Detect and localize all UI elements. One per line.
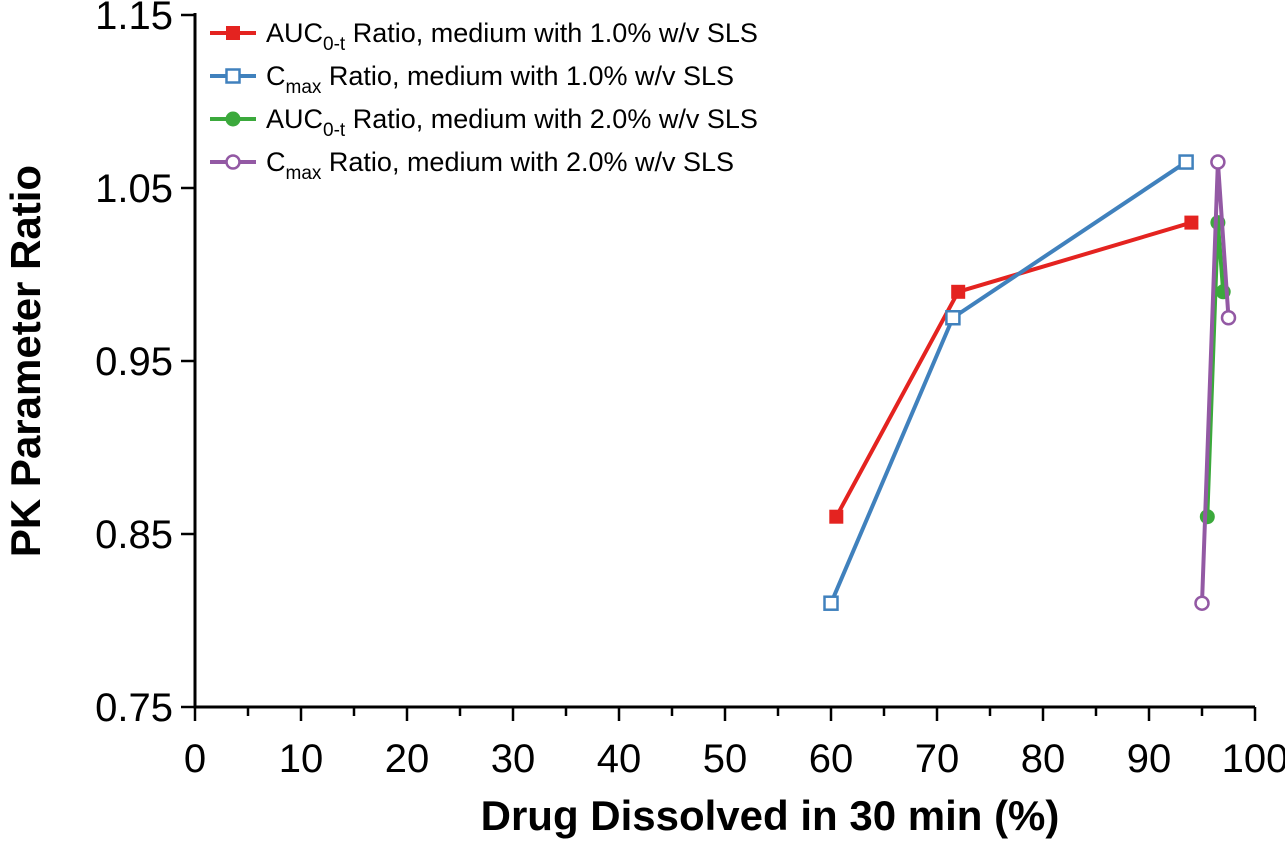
legend-item: Cmax Ratio, medium with 2.0% w/v SLS [210, 147, 734, 184]
x-tick-label: 60 [809, 737, 854, 781]
legend-label: Cmax Ratio, medium with 2.0% w/v SLS [266, 147, 734, 184]
legend-label: AUC0-t Ratio, medium with 2.0% w/v SLS [266, 104, 758, 141]
legend-item: AUC0-t Ratio, medium with 2.0% w/v SLS [210, 104, 758, 141]
marker-square-filled [1184, 215, 1199, 230]
y-tick-label: 0.95 [95, 340, 173, 384]
x-tick-label: 30 [491, 737, 536, 781]
legend: AUC0-t Ratio, medium with 1.0% w/v SLS Cm… [210, 18, 758, 184]
marker-square-filled [829, 509, 844, 524]
x-tick-label: 20 [385, 737, 430, 781]
marker-square-filled [951, 284, 966, 299]
series-line [829, 160, 1188, 604]
x-axis-title: Drug Dissolved in 30 min (%) [481, 792, 1060, 839]
series-line [1200, 160, 1231, 604]
marker-square-open [823, 595, 839, 611]
marker-square-filled [226, 26, 240, 40]
x-tick-label: 40 [597, 737, 642, 781]
y-axis-title: PK Parameter Ratio [2, 165, 49, 557]
x-tick-label: 100 [1222, 737, 1285, 781]
marker-circle-open [1194, 595, 1210, 611]
marker-circle-open [1210, 154, 1226, 170]
marker-circle-open [1220, 310, 1237, 326]
legend-label: Cmax Ratio, medium with 1.0% w/v SLS [266, 61, 734, 98]
marker-square-open [945, 310, 961, 326]
series-line [834, 220, 1192, 518]
y-tick-label: 0.85 [95, 513, 173, 557]
series-2 [823, 154, 1194, 611]
x-tick-label: 10 [279, 737, 324, 781]
x-tick-label: 80 [1021, 737, 1066, 781]
series-4 [1194, 154, 1237, 611]
y-tick-label: 1.05 [95, 167, 173, 211]
marker-circle-open [225, 154, 241, 170]
x-tick-label: 90 [1127, 737, 1172, 781]
x-tick-label: 0 [184, 737, 206, 781]
y-tick-label: 1.15 [95, 0, 173, 38]
y-tick-label: 0.75 [95, 686, 173, 730]
series-1 [829, 215, 1199, 524]
x-tick-label: 70 [915, 737, 960, 781]
legend-item: Cmax Ratio, medium with 1.0% w/v SLS [210, 61, 734, 98]
legend-label: AUC0-t Ratio, medium with 1.0% w/v SLS [266, 18, 758, 55]
marker-square-open [225, 68, 241, 84]
legend-item: AUC0-t Ratio, medium with 1.0% w/v SLS [210, 18, 758, 55]
marker-circle-filled [225, 111, 241, 127]
x-tick-label: 50 [703, 737, 748, 781]
marker-square-open [1178, 154, 1194, 170]
